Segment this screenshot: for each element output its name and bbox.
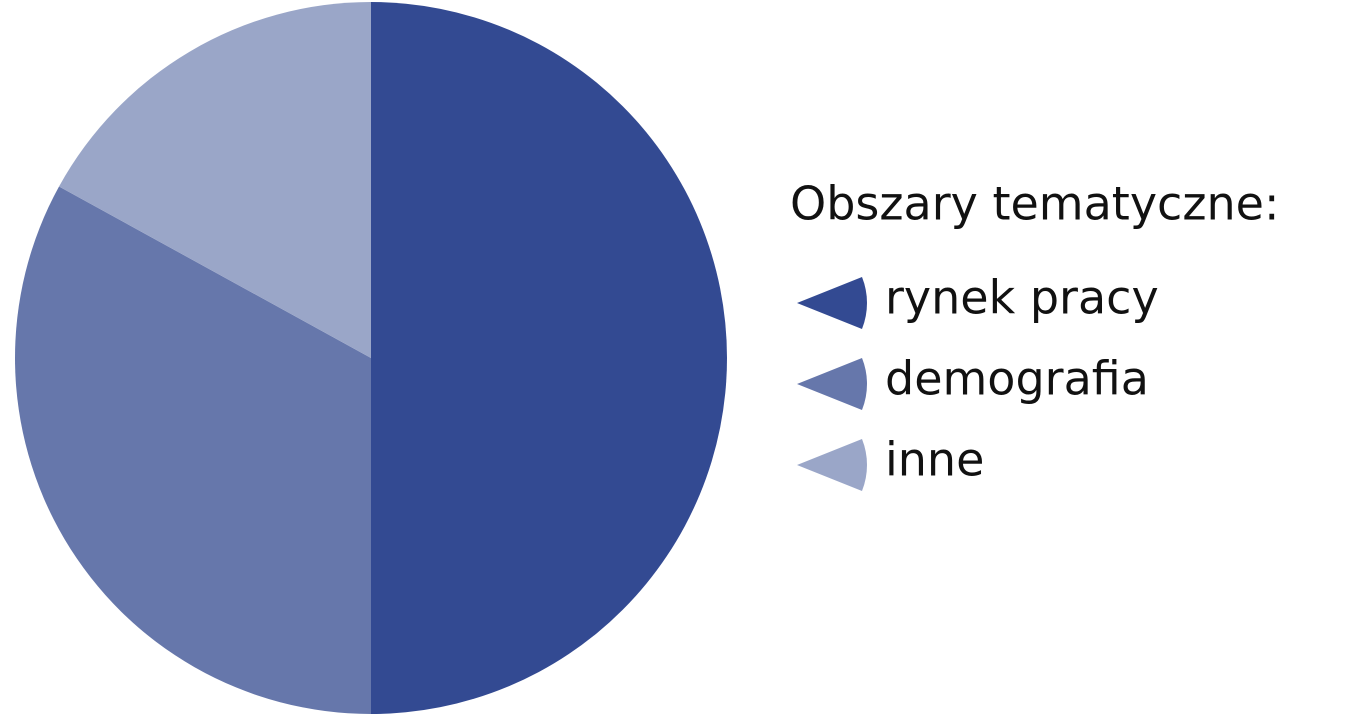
legend-swatch xyxy=(797,358,867,410)
pie-slice xyxy=(59,2,371,358)
pie-slice xyxy=(371,2,727,714)
legend-label: demografia xyxy=(885,352,1149,406)
legend-label: inne xyxy=(885,433,984,487)
pie-slice xyxy=(14,186,372,714)
legend-swatch xyxy=(797,277,867,329)
legend-title: Obszary tematyczne: xyxy=(790,177,1279,231)
legend-label: rynek pracy xyxy=(885,271,1159,325)
legend-swatch xyxy=(797,439,867,491)
